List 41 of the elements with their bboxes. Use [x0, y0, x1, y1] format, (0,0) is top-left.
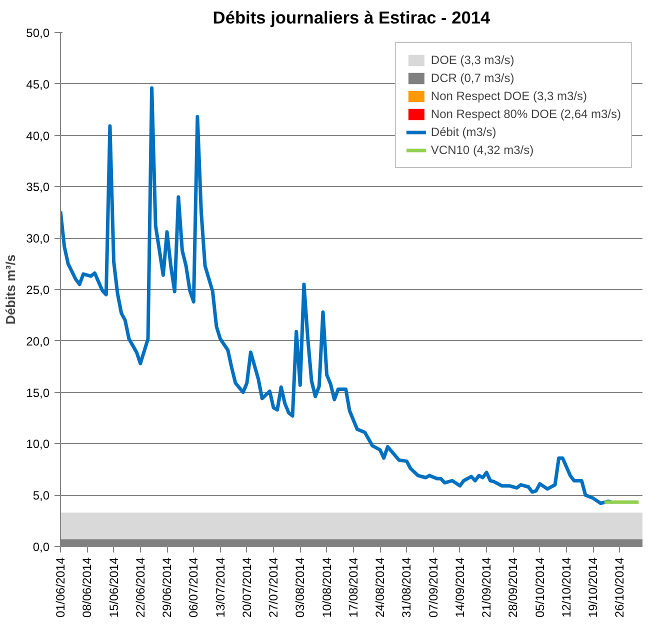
- y-tick-label: 35,0: [26, 180, 50, 194]
- legend-label: VCN10 (4,32 m3/s): [430, 143, 534, 157]
- legend-label: Débit (m3/s): [430, 125, 496, 139]
- x-tick-label: 12/10/2014: [559, 557, 574, 618]
- x-tick-label: 22/06/2014: [133, 557, 148, 618]
- x-tick-label: 29/06/2014: [160, 557, 174, 618]
- x-tick-label: 13/07/2014: [213, 557, 228, 618]
- x-tick-label: 24/08/2014: [373, 557, 388, 618]
- y-tick-label: 15,0: [26, 386, 50, 400]
- x-tick-label: 07/09/2014: [426, 557, 440, 618]
- legend-label: DOE (3,3 m3/s): [430, 53, 514, 67]
- x-tick-label: 15/06/2014: [106, 557, 121, 618]
- legend-label: Non Respect 80% DOE (2,64 m3/s): [430, 107, 621, 121]
- x-tick-label: 08/06/2014: [80, 557, 94, 618]
- legend-label: DCR (0,7 m3/s): [430, 71, 514, 85]
- y-tick-label: 5,0: [32, 488, 50, 503]
- x-tick-label: 14/09/2014: [452, 557, 467, 618]
- y-tick-label: 45,0: [26, 77, 50, 92]
- y-tick-label: 40,0: [26, 128, 50, 143]
- y-tick-label: 0,0: [32, 540, 50, 554]
- x-tick-label: 21/09/2014: [480, 557, 494, 618]
- x-tick-label: 01/06/2014: [54, 557, 68, 618]
- x-tick-label: 17/08/2014: [346, 557, 360, 618]
- x-tick-label: 20/07/2014: [240, 557, 254, 618]
- y-tick-label: 50,0: [26, 26, 50, 40]
- x-tick-label: 03/08/2014: [293, 557, 308, 618]
- x-tick-label: 10/08/2014: [320, 557, 334, 618]
- x-tick-label: 19/10/2014: [586, 557, 600, 618]
- x-tick-label: 06/07/2014: [186, 557, 201, 618]
- y-tick-label: 20,0: [26, 334, 50, 348]
- x-tick-label: 27/07/2014: [266, 557, 281, 618]
- y-tick-label: 30,0: [26, 232, 50, 246]
- chart-title: Débits journaliers à Estirac - 2014: [212, 8, 491, 28]
- y-tick-label: 25,0: [26, 283, 50, 297]
- x-tick-label: 26/10/2014: [612, 557, 627, 618]
- legend-label: Non Respect DOE (3,3 m3/s): [430, 89, 587, 103]
- x-tick-label: 28/09/2014: [506, 557, 520, 618]
- x-tick-label: 05/10/2014: [532, 557, 547, 618]
- y-tick-label: 10,0: [26, 437, 50, 452]
- x-tick-label: 31/08/2014: [400, 557, 414, 618]
- y-axis-title: Débits m³/s: [3, 254, 18, 325]
